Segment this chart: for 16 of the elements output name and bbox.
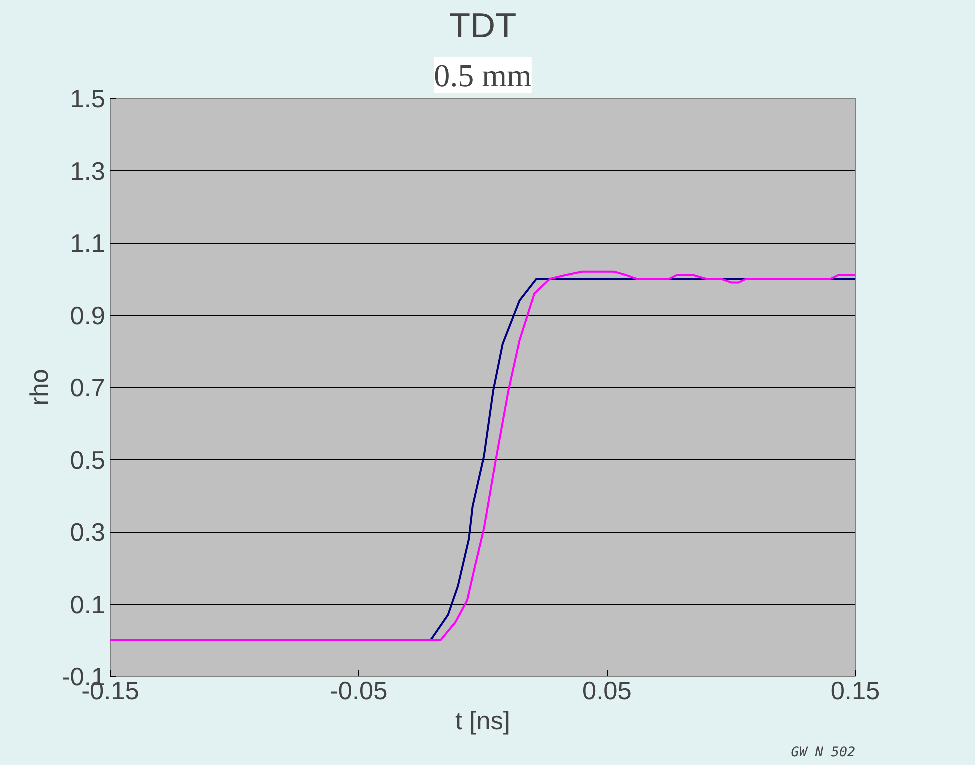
y-tick-label: 1.1 xyxy=(70,230,106,258)
y-tick-label: 1.5 xyxy=(70,86,106,114)
y-tick-label: 0.9 xyxy=(70,302,106,330)
y-tick-label: 0.7 xyxy=(70,374,106,402)
x-tick-label: 0.05 xyxy=(582,678,632,706)
x-tick-label: -0.05 xyxy=(330,678,388,706)
x-axis-title: t [ns] xyxy=(456,708,510,736)
y-tick-label: 0.3 xyxy=(70,519,106,547)
y-tick-label: 1.3 xyxy=(70,158,106,186)
chart-title: TDT xyxy=(449,8,517,46)
y-tick-label: 0.5 xyxy=(70,446,106,475)
y-tick-label: 0.1 xyxy=(70,591,106,620)
chart-subtitle: 0.5 mm xyxy=(434,58,532,94)
x-tick-label: 0.15 xyxy=(830,678,880,706)
y-axis-title: rho xyxy=(26,369,54,406)
text: GW N 502 xyxy=(791,746,856,760)
